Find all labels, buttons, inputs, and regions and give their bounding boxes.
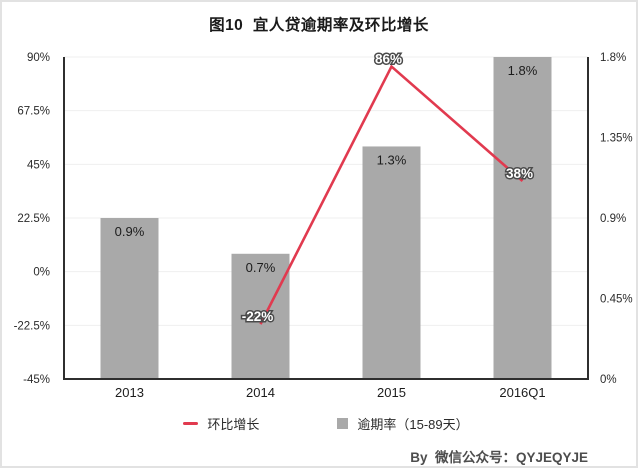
line-value-label: 86% (375, 52, 402, 67)
line-value-label: -22% (242, 309, 274, 324)
legend-label-line: 环比增长 (207, 416, 260, 432)
legend-entry-line: 环比增长 (183, 414, 259, 433)
watermark: By 微信公众号：QYJEQYJE (410, 450, 588, 465)
bar-swatch-icon (337, 417, 349, 429)
bar-value-label: 1.8% (508, 63, 538, 78)
line-swatch-icon (183, 421, 199, 425)
growth-line (259, 64, 524, 325)
line-value-label: 38% (506, 166, 533, 181)
bar-2013 (100, 218, 159, 379)
bar-2015 (362, 146, 421, 379)
left-axis-tick-label: 45% (27, 159, 50, 171)
bar-value-label: 0.7% (246, 260, 276, 275)
left-axis-tick-label: -45% (23, 374, 50, 386)
right-axis-tick-label: 0.45% (600, 294, 633, 306)
right-axis-tick-label: 1.35% (600, 133, 633, 145)
bar-value-label: 1.3% (377, 152, 407, 167)
x-axis-label: 2015 (377, 385, 406, 400)
right-axis-tick-label: 0.9% (600, 213, 626, 225)
left-axis-tick-label: -22.5% (14, 320, 50, 332)
legend: 环比增长 逾期率（15-89天） (62, 413, 590, 433)
chart-title: 图10 宜人贷逾期率及环比增长 (209, 17, 429, 34)
bar-value-label: 0.9% (115, 224, 145, 239)
left-axis-tick-label: 90% (27, 52, 50, 64)
legend-entry-bar: 逾期率（15-89天） (337, 414, 469, 433)
x-axis-label: 2013 (115, 385, 144, 400)
bar-2016Q1 (493, 57, 552, 379)
x-axis-label: 2014 (246, 385, 275, 400)
left-axis-tick-label: 22.5% (17, 213, 50, 225)
right-axis-tick-label: 0% (600, 374, 617, 386)
bar-2014 (231, 253, 290, 379)
left-axis-tick-label: 67.5% (17, 106, 50, 118)
left-axis-tick-label: 0% (33, 267, 50, 279)
right-axis-tick-label: 1.8% (600, 52, 626, 64)
legend-label-bar: 逾期率（15-89天） (357, 416, 469, 432)
x-axis-label: 2016Q1 (499, 385, 545, 400)
